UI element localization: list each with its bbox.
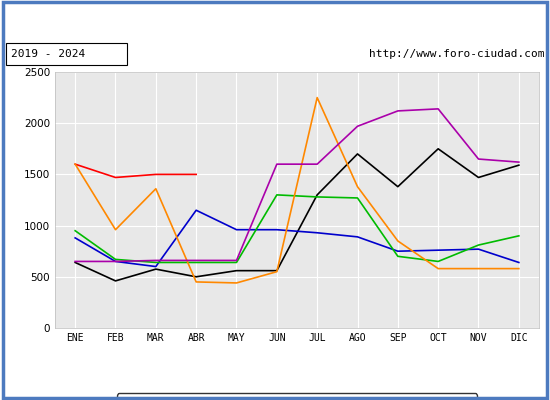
Text: http://www.foro-ciudad.com: http://www.foro-ciudad.com xyxy=(369,49,544,59)
FancyBboxPatch shape xyxy=(6,43,126,65)
Legend: 2024, 2023, 2022, 2021, 2020, 2019: 2024, 2023, 2022, 2021, 2020, 2019 xyxy=(117,394,477,400)
Text: Evolucion Nº Turistas Nacionales en el municipio de Almuradiel: Evolucion Nº Turistas Nacionales en el m… xyxy=(38,14,512,26)
Text: 2019 - 2024: 2019 - 2024 xyxy=(11,49,85,59)
